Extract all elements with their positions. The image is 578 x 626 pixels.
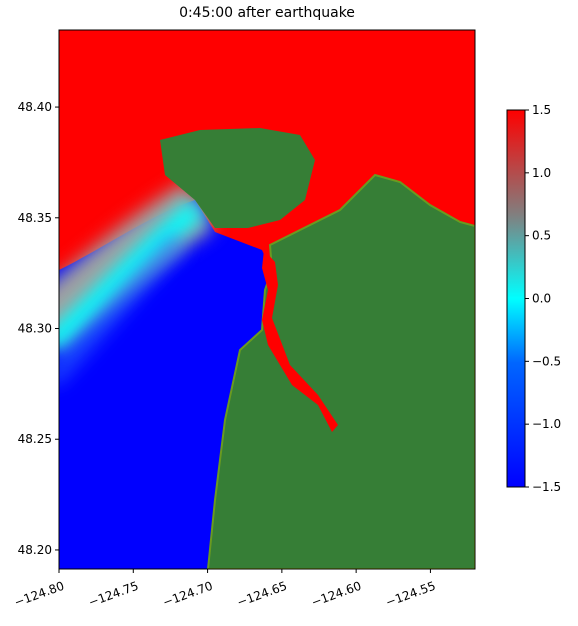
wave-front-cyan — [59, 199, 205, 352]
chart-title: 0:45:00 after earthquake — [179, 5, 355, 21]
wave-back — [59, 232, 188, 386]
map-field — [59, 30, 475, 569]
y-tick-label: 48.20 — [18, 543, 52, 557]
x-tick-label: −124.75 — [87, 579, 141, 610]
x-tick-label: −124.60 — [309, 579, 363, 610]
y-tick-label: 48.35 — [18, 211, 52, 225]
axes-frame — [58, 29, 476, 570]
x-tick-label: −124.55 — [384, 579, 438, 610]
colorbar-tick-label: 0.0 — [532, 292, 551, 306]
island — [160, 128, 315, 228]
colorbar-tick-label: −1.0 — [532, 417, 561, 431]
y-tick-label: 48.30 — [18, 322, 52, 336]
y-tick-label: 48.25 — [18, 432, 52, 446]
inlet — [262, 250, 338, 432]
colorbar-tick-label: 1.0 — [532, 166, 551, 180]
x-tick-label: −124.70 — [161, 579, 215, 610]
colorbar-tick-label: 0.5 — [532, 229, 551, 243]
colorbar-tick-label: −0.5 — [532, 354, 561, 368]
channel — [262, 185, 355, 235]
x-tick-label: −124.80 — [12, 579, 66, 610]
y-tick-label: 48.40 — [18, 100, 52, 114]
colorbar — [506, 109, 526, 488]
x-tick-label: −124.65 — [235, 579, 289, 610]
colorbar-tick-label: 1.5 — [532, 103, 551, 117]
colorbar-tick-label: −1.5 — [532, 480, 561, 494]
